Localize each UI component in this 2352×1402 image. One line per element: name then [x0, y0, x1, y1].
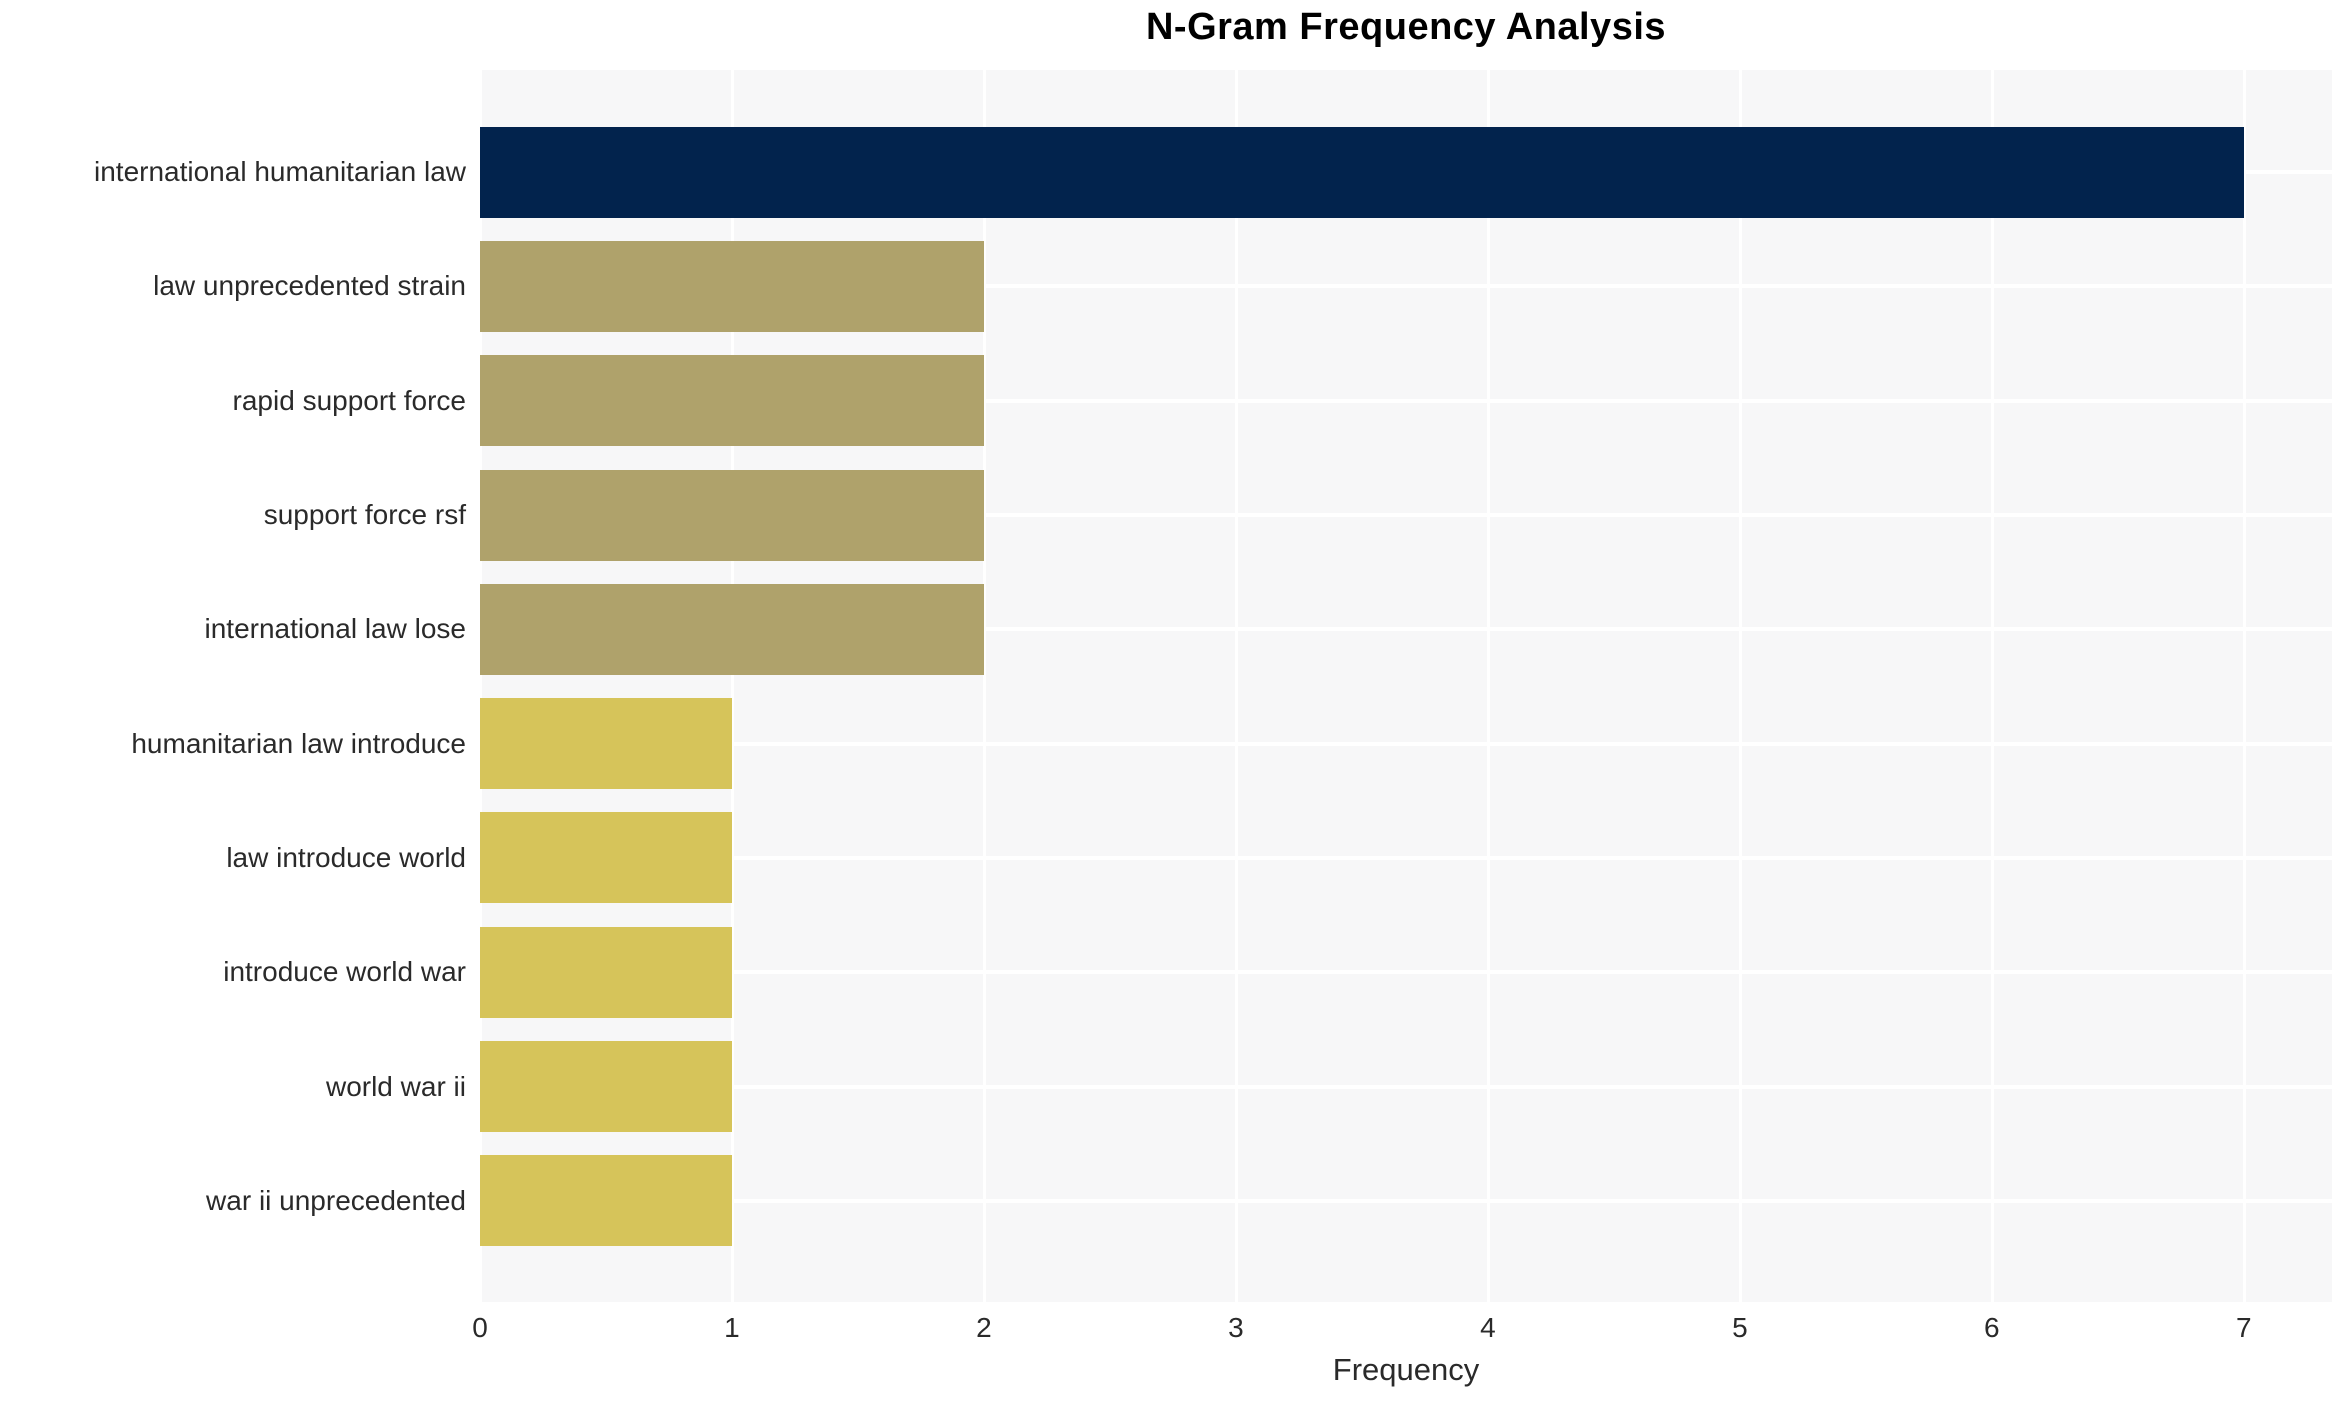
x-tick-label: 5: [1732, 1312, 1748, 1343]
y-tick-label: international humanitarian law: [94, 156, 466, 188]
gridline-y: [480, 1084, 2332, 1089]
bar: [480, 469, 984, 561]
x-axis-title: Frequency: [1332, 1352, 1480, 1387]
x-tick-label: 0: [472, 1312, 488, 1343]
gridline-x: [1990, 70, 1994, 1302]
gridline-x: [982, 70, 986, 1302]
gridline-y: [480, 284, 2332, 289]
chart-title: N-Gram Frequency Analysis: [1145, 6, 1667, 48]
y-tick-label: humanitarian law introduce: [131, 727, 466, 759]
bar: [480, 698, 732, 790]
gridline-y: [480, 627, 2332, 632]
bar: [480, 240, 984, 332]
y-tick-label: world war ii: [325, 1070, 466, 1102]
x-tick-label: 7: [2236, 1312, 2252, 1343]
y-tick-label: law introduce world: [226, 841, 466, 873]
x-tick-label: 6: [1984, 1312, 2000, 1343]
gridline-x: [2242, 70, 2246, 1302]
bar: [480, 812, 732, 904]
x-tick-label: 3: [1228, 1312, 1244, 1343]
gridline-x: [1234, 70, 1238, 1302]
bar: [480, 1155, 732, 1247]
gridline-y: [480, 970, 2332, 975]
bar: [480, 355, 984, 447]
bar: [480, 1041, 732, 1133]
gridline-x: [730, 70, 734, 1302]
y-tick-label: support force rsf: [263, 499, 466, 531]
x-tick-label: 1: [724, 1312, 740, 1343]
bar: [480, 926, 732, 1018]
bar: [480, 583, 984, 675]
gridline-y: [480, 398, 2332, 403]
y-tick-label: law unprecedented strain: [153, 270, 466, 302]
gridline-y: [480, 741, 2332, 746]
gridline-y: [480, 1198, 2332, 1203]
y-tick-label: introduce world war: [223, 956, 466, 988]
gridline-x: [1738, 70, 1742, 1302]
y-tick-label: rapid support force: [232, 384, 466, 416]
y-tick-label: international law lose: [204, 613, 467, 645]
x-tick-label: 4: [1480, 1312, 1496, 1343]
gridline-x: [479, 70, 482, 1302]
x-tick-label: 2: [976, 1312, 992, 1343]
bar: [480, 126, 2244, 218]
y-tick-label: war ii unprecedented: [206, 1184, 466, 1216]
gridline-x: [1486, 70, 1490, 1302]
gridline-y: [480, 855, 2332, 860]
gridline-y: [480, 513, 2332, 518]
plot-area: [479, 70, 2332, 1302]
